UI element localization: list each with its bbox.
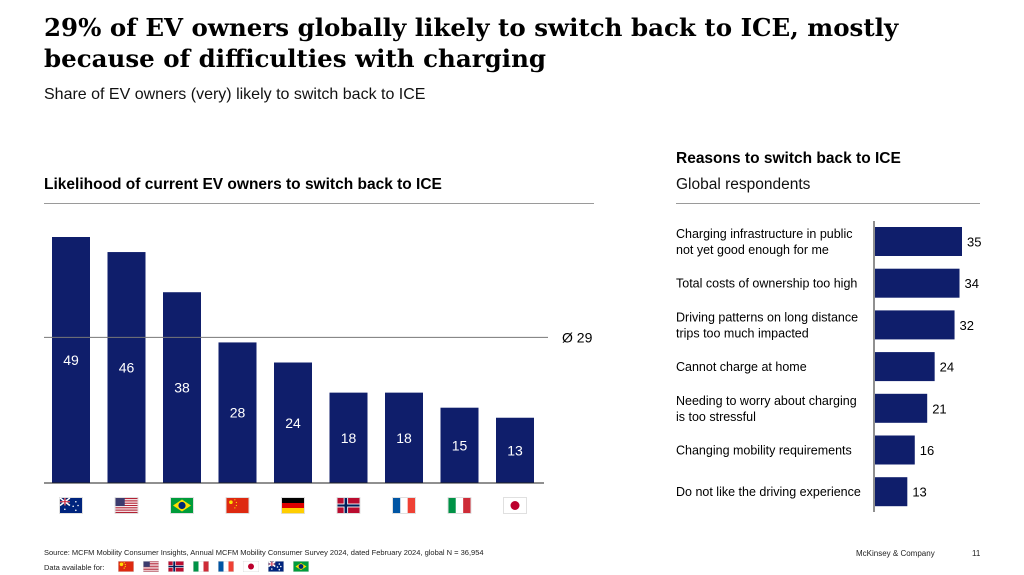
flag-japan-icon bbox=[243, 561, 259, 572]
bar-china bbox=[218, 342, 257, 483]
bar-brazil bbox=[163, 292, 201, 483]
bar-australia bbox=[52, 237, 90, 483]
reasons-bar-chart: 35 Charging infrastructure in public not y… bbox=[676, 221, 981, 512]
flag-china-icon bbox=[225, 497, 250, 514]
flag-japan-icon bbox=[503, 497, 527, 514]
bar-value-label: 28 bbox=[230, 405, 246, 421]
bar-value-label: 18 bbox=[341, 430, 357, 446]
average-label: Ø 29 bbox=[562, 329, 593, 345]
reason-category-label: Cannot charge at home bbox=[676, 360, 807, 374]
reason-value-label: 34 bbox=[965, 276, 979, 291]
footer-data-available-label: Data available for: bbox=[44, 563, 105, 572]
right-chart-title: Reasons to switch back to ICE bbox=[676, 150, 901, 167]
reason-category-label: Total costs of ownership too high bbox=[676, 277, 857, 291]
footer-flags bbox=[118, 561, 309, 572]
bar-value-label: 13 bbox=[507, 442, 523, 458]
reason-category-label: Do not like the driving experience bbox=[676, 485, 861, 499]
footer-source: Source: MCFM Mobility Consumer Insights,… bbox=[44, 548, 484, 557]
flag-china-icon bbox=[118, 561, 134, 572]
reason-value-label: 13 bbox=[912, 485, 926, 500]
page-number: 11 bbox=[972, 549, 981, 558]
bar-italy bbox=[440, 407, 479, 483]
left-chart-rule bbox=[44, 203, 594, 204]
reason-category-label: Charging infrastructure in public not yet… bbox=[676, 227, 852, 257]
footer-brand: McKinsey & Company bbox=[856, 549, 935, 558]
reason-category-label: Changing mobility requirements bbox=[676, 444, 852, 458]
bar-japan bbox=[496, 417, 534, 483]
bar-value-label: 18 bbox=[396, 430, 412, 446]
bar-germany bbox=[274, 362, 312, 483]
reason-value-label: 35 bbox=[967, 235, 981, 250]
flag-france-icon bbox=[218, 561, 234, 572]
bar-value-label: 24 bbox=[285, 415, 301, 431]
bar-france bbox=[385, 392, 423, 483]
bar-value-label: 49 bbox=[63, 352, 79, 368]
country-bar-chart: 49 46 38 28 24 18 18 15 13 Ø 29 bbox=[44, 237, 593, 514]
flag-italy-icon bbox=[447, 497, 472, 514]
bar-usa bbox=[107, 252, 146, 483]
flag-norway-icon bbox=[168, 561, 184, 572]
reason-category-label: Driving patterns on long distance trips t… bbox=[676, 310, 858, 340]
flag-norway-icon bbox=[336, 497, 361, 514]
left-chart-title: Likelihood of current EV owners to switc… bbox=[44, 176, 442, 193]
reason-category-label: Needing to worry about charging is too st… bbox=[676, 394, 857, 424]
reason-bar bbox=[875, 310, 955, 340]
bar-value-label: 15 bbox=[452, 437, 468, 453]
bar-value-label: 46 bbox=[119, 360, 135, 376]
page-subtitle: Share of EV owners (very) likely to swit… bbox=[44, 86, 426, 103]
flag-italy-icon bbox=[193, 561, 209, 572]
reason-value-label: 21 bbox=[932, 401, 946, 416]
reason-value-label: 32 bbox=[960, 318, 974, 333]
flag-australia-icon bbox=[59, 497, 83, 514]
reason-bar bbox=[875, 352, 935, 382]
flag-germany-icon bbox=[281, 497, 305, 514]
flag-australia-icon bbox=[268, 561, 284, 572]
reason-bar bbox=[875, 393, 928, 423]
page-title: 29% of EV owners globally likely to swit… bbox=[44, 13, 899, 73]
flag-france-icon bbox=[392, 497, 416, 514]
reason-bar bbox=[875, 227, 962, 256]
flag-brazil-icon bbox=[170, 497, 194, 514]
reason-value-label: 16 bbox=[920, 443, 934, 458]
flag-usa-icon bbox=[143, 561, 159, 572]
reason-bar bbox=[875, 477, 908, 507]
flag-brazil-icon bbox=[293, 561, 309, 572]
right-chart-subtitle: Global respondents bbox=[676, 176, 811, 193]
bar-value-label: 38 bbox=[174, 380, 190, 396]
flag-usa-icon bbox=[114, 497, 139, 514]
right-chart-rule bbox=[676, 203, 980, 204]
bar-norway bbox=[329, 392, 368, 483]
reason-value-label: 24 bbox=[940, 360, 954, 375]
reason-bar bbox=[875, 268, 960, 298]
reason-bar bbox=[875, 435, 915, 465]
